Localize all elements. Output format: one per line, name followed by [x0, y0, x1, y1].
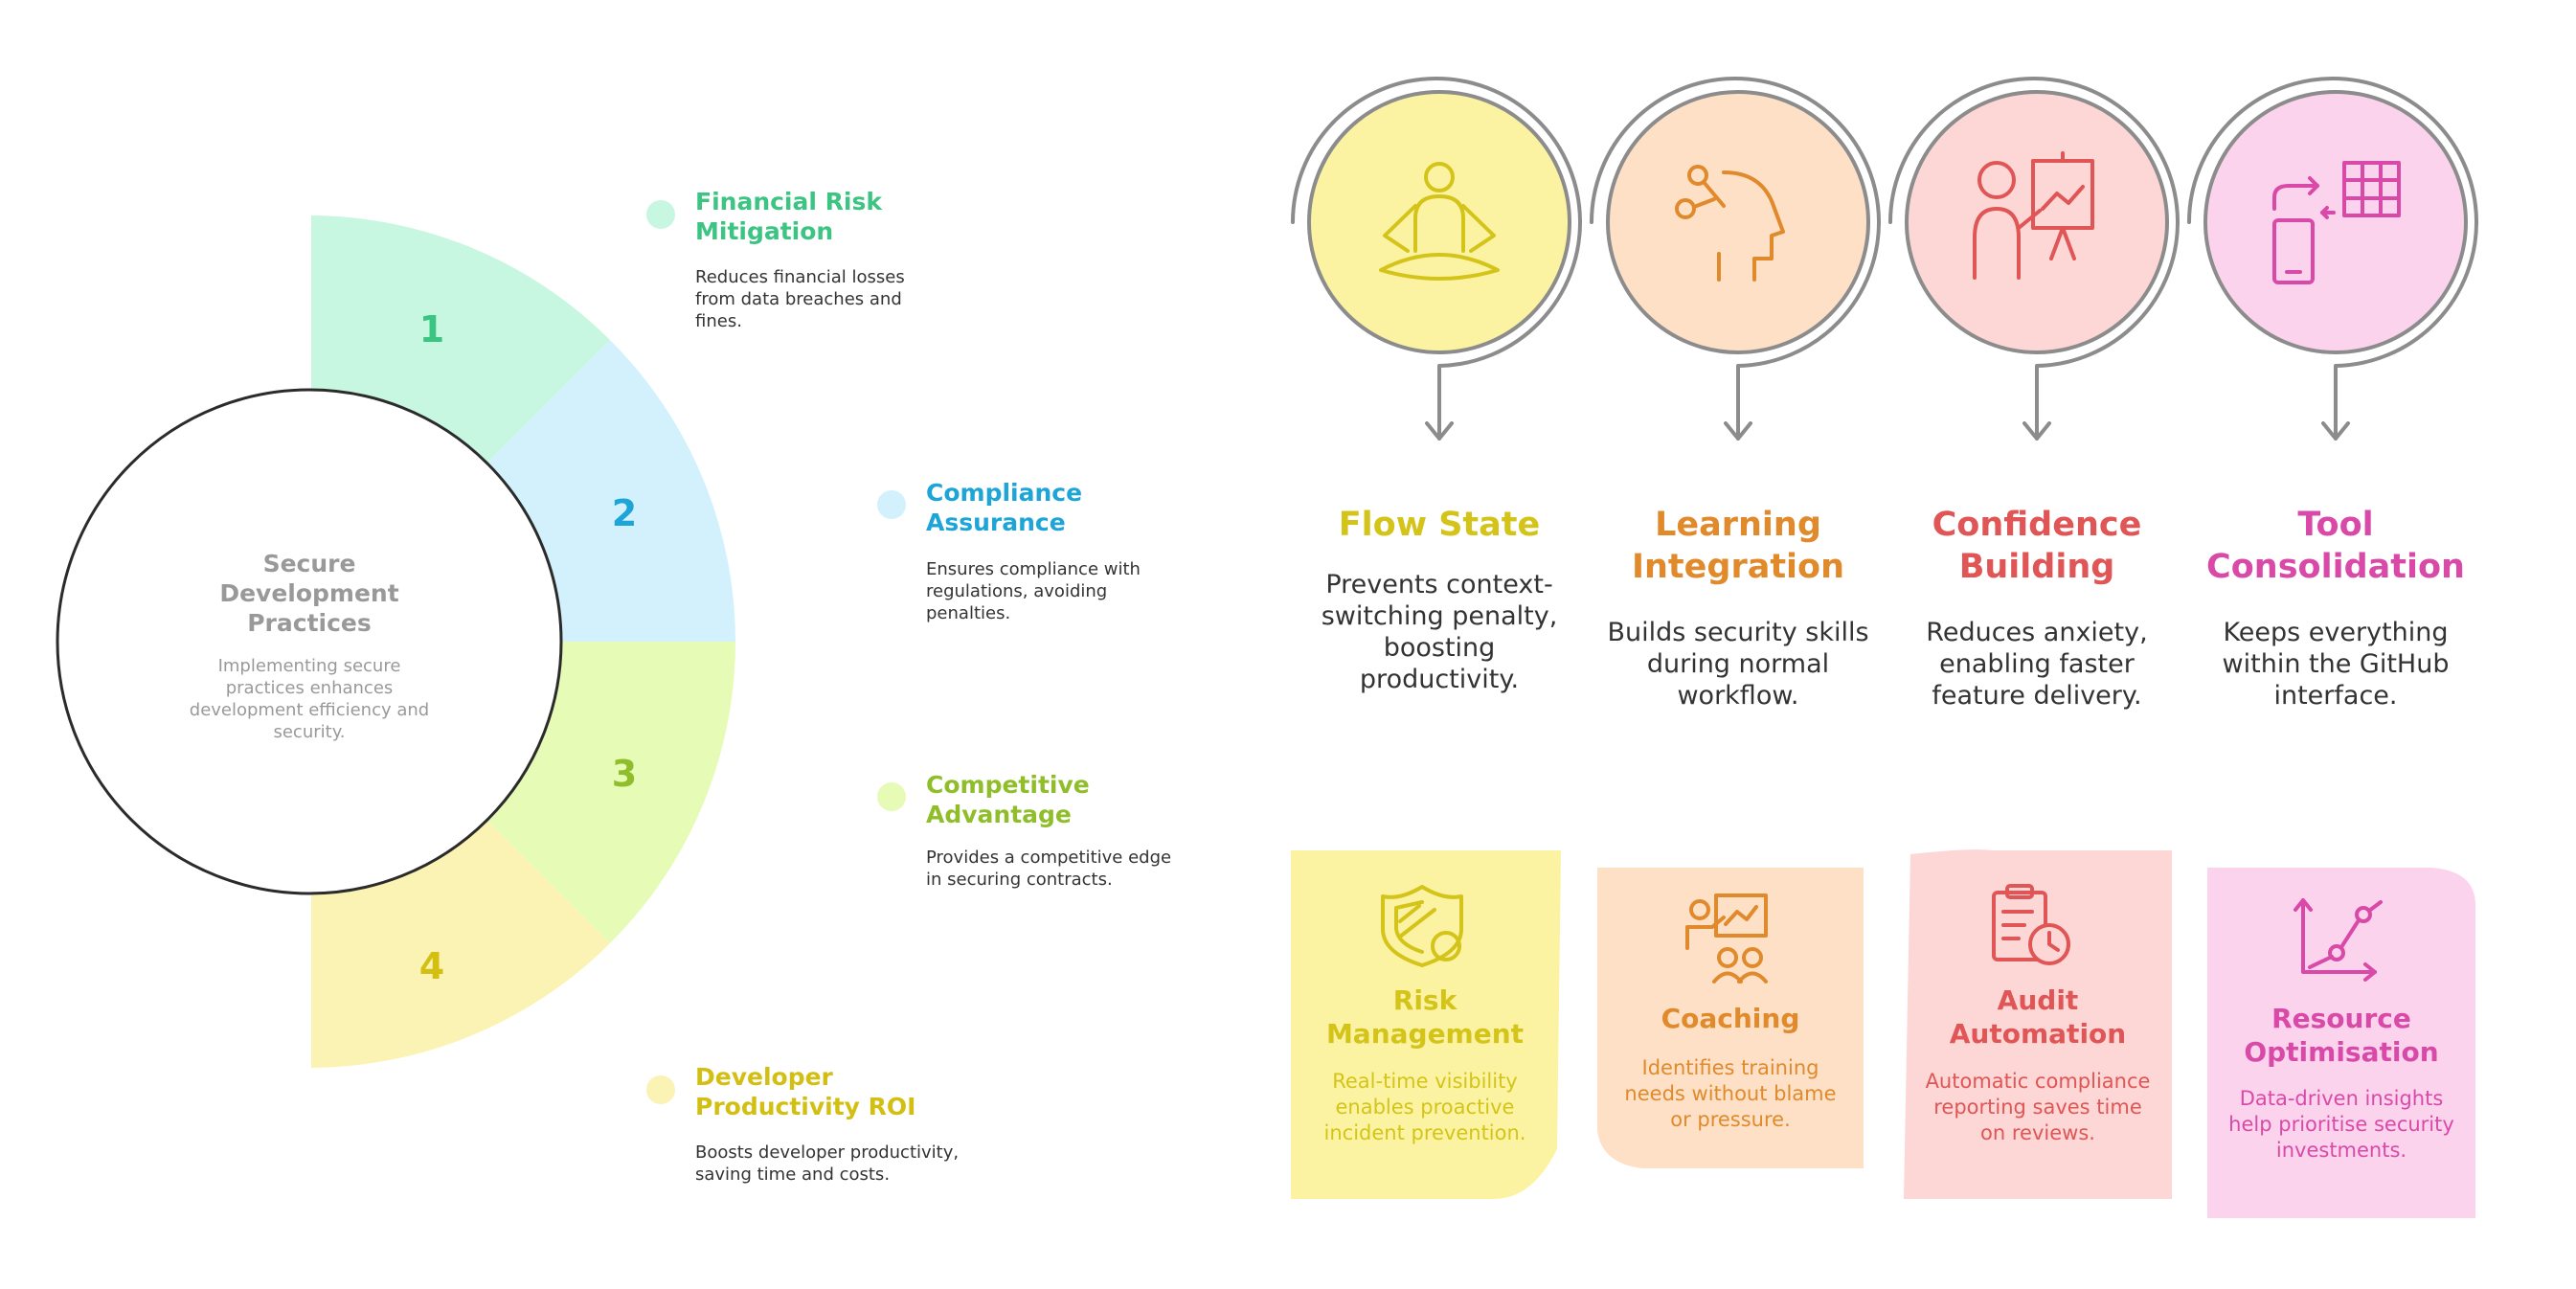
card-3-description: Automatic compliance reporting saves tim…	[1925, 1070, 2151, 1144]
card-2-shape	[1597, 868, 1864, 1168]
benefit-3-description: Reduces anxiety, enabling faster feature…	[1926, 618, 2148, 711]
center-title: Secure Development Practices	[219, 550, 399, 637]
head-learning-icon	[1675, 165, 1785, 282]
coaching-icon	[1685, 893, 1768, 984]
segment-2-title: Compliance Assurance	[926, 479, 1083, 536]
benefit-4-description: Keeps everything within the GitHub inter…	[2222, 618, 2450, 711]
card-4-title: Resource Optimisation	[2244, 1003, 2439, 1068]
segment-4-title: Developer Productivity ROI	[695, 1063, 916, 1120]
presenter-chart-icon	[1973, 151, 2094, 280]
segment-1-title: Financial Risk Mitigation	[695, 188, 882, 245]
segment-3-description: Provides a competitive edge in securing …	[926, 848, 1172, 890]
segment-1-number: 1	[418, 308, 445, 351]
segment-3-shape	[486, 642, 735, 943]
segment-4-description: Boosts developer productivity, saving ti…	[695, 1142, 960, 1185]
benefit-1-description: Prevents context-switching penalty, boos…	[1321, 570, 1558, 694]
card-1-shape	[1291, 850, 1561, 1199]
meditation-icon	[1379, 162, 1500, 281]
benefit-2-description: Builds security skills during normal wor…	[1607, 618, 1869, 711]
center-description: Implementing secure practices enhances d…	[189, 656, 430, 742]
benefit-2-title: Learning Integration	[1631, 506, 1845, 586]
segment-1-dot	[646, 200, 675, 229]
segment-3-dot	[877, 782, 906, 811]
benefit-4-title: Tool Consolidation	[2206, 506, 2465, 586]
card-2-description: Identifies training needs without blame …	[1624, 1056, 1837, 1131]
segment-2-dot	[877, 490, 906, 519]
segment-3-number: 3	[611, 753, 638, 795]
segment-3-title: Competitive Advantage	[926, 771, 1090, 828]
card-3-title: Audit Automation	[1949, 984, 2127, 1050]
card-1-title: Risk Management	[1325, 984, 1525, 1050]
center-circle	[56, 388, 563, 895]
card-4-shape	[2207, 868, 2475, 1218]
clipboard-clock-icon	[1992, 884, 2070, 965]
card-3-shape	[1904, 849, 2172, 1199]
segment-2-shape	[486, 340, 735, 642]
segment-4-number: 4	[418, 945, 445, 987]
segment-2-description: Ensures compliance with regulations, avo…	[926, 559, 1141, 623]
card-2-title: Coaching	[1661, 1003, 1800, 1034]
benefit-3-title: Confidence Building	[1932, 506, 2142, 586]
card-1-description: Real-time visibility enables proactive i…	[1323, 1070, 1526, 1144]
segment-1-description: Reduces financial losses from data breac…	[695, 267, 905, 331]
devices-sync-icon	[2272, 161, 2401, 284]
shield-icon	[1381, 885, 1463, 967]
segment-4-dot	[646, 1075, 675, 1104]
segment-2-number: 2	[611, 492, 638, 534]
growth-chart-icon	[2294, 898, 2383, 982]
card-4-description: Data-driven insights help prioritise sec…	[2228, 1087, 2454, 1162]
benefit-1-title: Flow State	[1338, 506, 1541, 544]
